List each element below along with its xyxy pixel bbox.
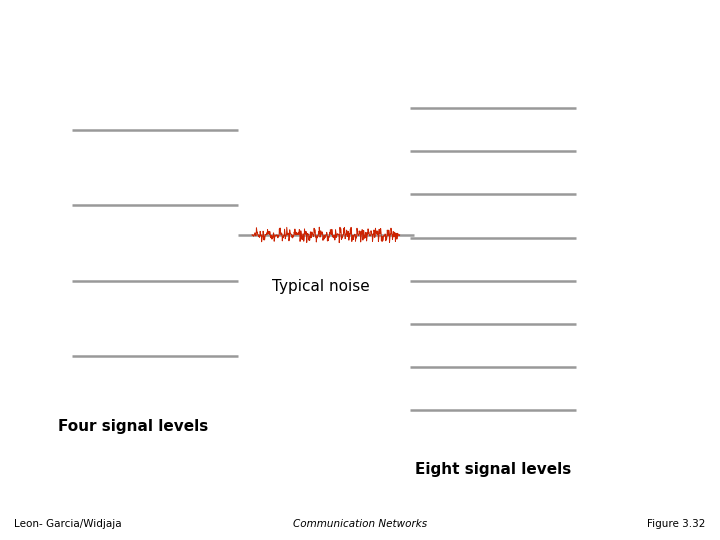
Text: Leon- Garcia/Widjaja: Leon- Garcia/Widjaja [14,519,122,529]
Text: Typical noise: Typical noise [271,279,369,294]
Text: Communication Networks: Communication Networks [293,519,427,529]
Text: Figure 3.32: Figure 3.32 [647,519,706,529]
Text: Eight signal levels: Eight signal levels [415,462,572,477]
Text: Four signal levels: Four signal levels [58,419,208,434]
